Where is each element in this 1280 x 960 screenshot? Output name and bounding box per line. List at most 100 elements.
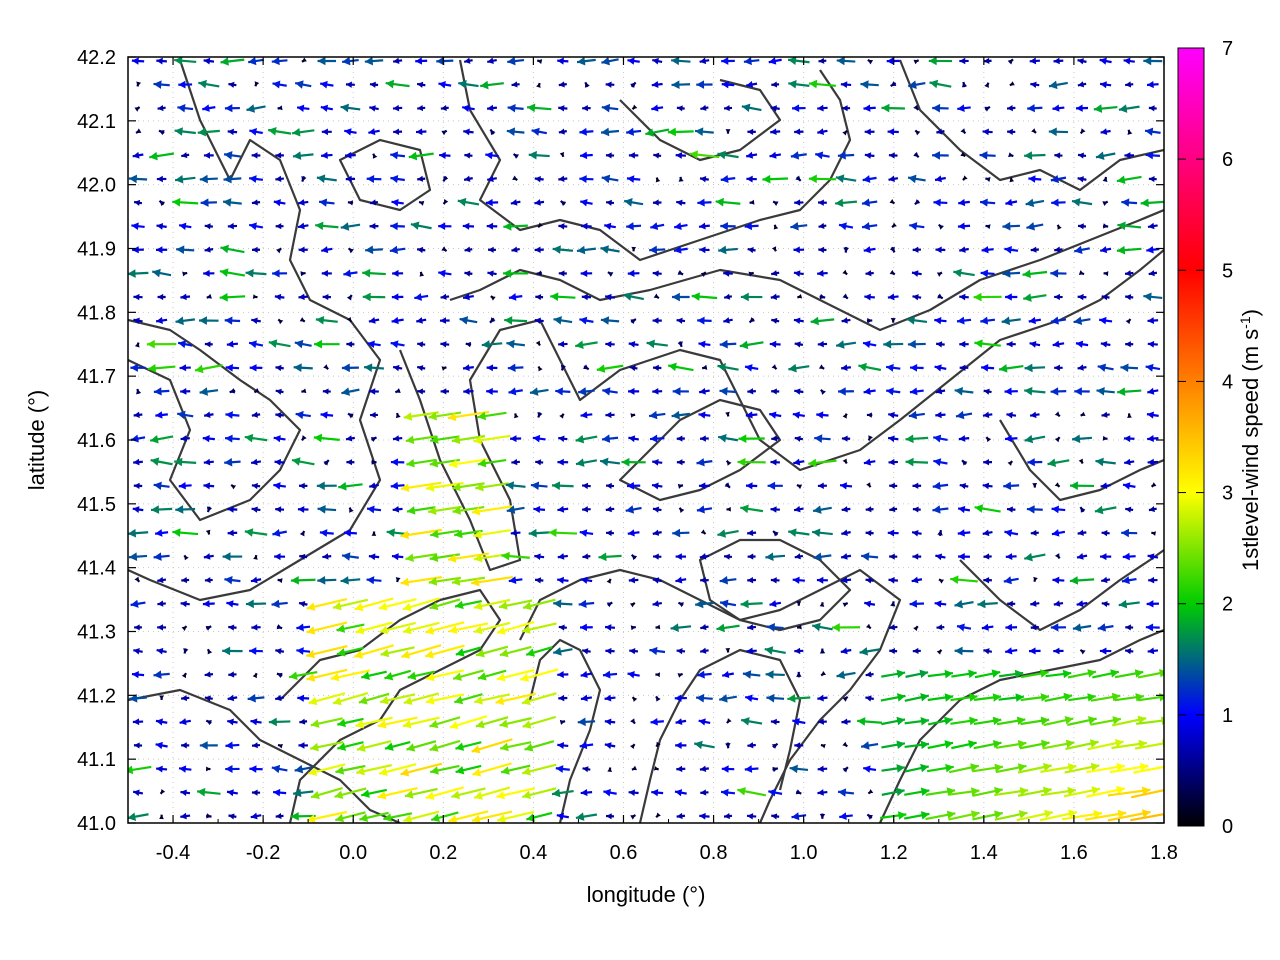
wind-arrow <box>414 293 429 301</box>
wind-arrow <box>196 787 221 797</box>
wind-arrow-head <box>626 175 635 183</box>
wind-arrow <box>770 718 780 726</box>
wind-arrow-head <box>311 790 320 800</box>
wind-arrow <box>451 576 486 586</box>
wind-arrow-head <box>933 458 942 467</box>
wind-arrow-head <box>1023 293 1032 302</box>
wind-arrow <box>1114 693 1144 702</box>
wind-arrow-head <box>278 319 284 325</box>
wind-arrow <box>887 435 899 443</box>
wind-arrow <box>306 621 348 635</box>
wind-arrow-head <box>346 341 353 348</box>
wind-arrow <box>394 388 401 394</box>
wind-arrow-head <box>1163 762 1164 766</box>
wind-arrow-head <box>251 199 258 206</box>
wind-arrow-head <box>220 244 229 254</box>
wind-arrow <box>1024 386 1046 396</box>
wind-arrow-head <box>1110 669 1119 678</box>
wind-arrow <box>447 410 490 422</box>
wind-arrow-head <box>796 671 802 677</box>
wind-arrow <box>817 482 827 489</box>
wind-arrow-head <box>441 366 447 371</box>
wind-arrow <box>981 623 994 631</box>
wind-arrow-head <box>334 790 344 799</box>
wind-arrow-head <box>725 743 731 749</box>
wind-arrow <box>744 222 759 231</box>
wind-arrow-head <box>464 270 471 277</box>
wind-arrow-head <box>310 742 319 752</box>
wind-arrow-head <box>598 552 607 562</box>
wind-arrow <box>340 576 361 585</box>
wind-arrow-head <box>858 362 867 372</box>
wind-arrow <box>604 718 616 726</box>
wind-arrow-head <box>274 553 281 561</box>
wind-arrow <box>1007 460 1014 466</box>
wind-arrow-head <box>1097 623 1107 632</box>
colorbar-tick-label: 5 <box>1222 260 1233 282</box>
wind-arrow <box>442 175 449 182</box>
wind-arrow-head <box>600 457 609 467</box>
wind-arrow <box>1050 174 1067 184</box>
wind-arrow-head <box>1125 648 1132 655</box>
wind-arrow-head <box>749 199 755 205</box>
wind-arrow-head <box>909 222 918 231</box>
wind-arrow <box>356 740 392 752</box>
wind-arrow <box>361 788 387 798</box>
wind-arrow <box>695 693 713 703</box>
wind-arrow-head <box>1024 363 1033 373</box>
wind-arrow <box>153 80 170 89</box>
wind-arrow-head <box>1147 647 1155 655</box>
wind-arrow-head <box>769 151 777 159</box>
wind-arrow-head <box>1007 461 1013 466</box>
wind-arrow-head <box>298 246 305 254</box>
wind-arrow <box>575 812 598 821</box>
wind-arrow-head <box>652 270 659 277</box>
wind-arrow-head <box>277 578 283 584</box>
wind-arrow <box>861 198 878 207</box>
wind-arrow <box>580 623 593 632</box>
wind-arrow <box>889 482 898 489</box>
wind-arrow <box>749 199 755 205</box>
wind-arrow <box>317 504 337 514</box>
wind-arrow-head <box>455 742 465 751</box>
wind-arrow-head <box>251 789 258 796</box>
wind-arrow <box>843 246 849 253</box>
wind-arrow <box>511 246 520 253</box>
wind-arrow <box>156 222 167 230</box>
wind-arrow <box>973 693 1002 702</box>
wind-arrow <box>157 576 167 584</box>
wind-arrow <box>1147 434 1159 443</box>
wind-arrow <box>698 387 710 395</box>
wind-arrow-head <box>1125 319 1131 325</box>
wind-arrow-head <box>392 104 400 112</box>
wind-arrow-head <box>452 506 462 515</box>
wind-arrow-head <box>231 484 237 490</box>
wind-arrow-head <box>863 104 871 112</box>
wind-arrow-head <box>1145 363 1154 372</box>
wind-arrow-head <box>1080 128 1086 134</box>
wind-arrow <box>348 507 354 513</box>
wind-arrow-head <box>1053 647 1060 655</box>
wind-arrow-head <box>224 457 233 467</box>
wind-arrow <box>1028 647 1041 655</box>
wind-arrow-head <box>1008 152 1014 158</box>
wind-arrow <box>886 387 901 396</box>
wind-arrow-head <box>175 174 184 184</box>
wind-arrow <box>227 506 238 513</box>
wind-arrow <box>174 127 196 136</box>
wind-arrow-head <box>719 339 728 349</box>
wind-arrow <box>406 740 437 752</box>
wind-arrow-head <box>175 316 184 326</box>
wind-arrow-head <box>678 176 684 182</box>
wind-arrow-head <box>151 505 160 514</box>
wind-arrow-head <box>632 104 638 110</box>
wind-arrow <box>601 434 619 443</box>
wind-arrow-head <box>1080 649 1086 655</box>
wind-arrow-head <box>180 387 187 395</box>
wind-arrow <box>629 647 639 655</box>
wind-arrow-head <box>1054 152 1061 159</box>
wind-arrow-head <box>886 57 894 65</box>
wind-arrow <box>1148 506 1157 513</box>
wind-arrow-head <box>772 766 778 773</box>
wind-arrow <box>1053 57 1064 65</box>
